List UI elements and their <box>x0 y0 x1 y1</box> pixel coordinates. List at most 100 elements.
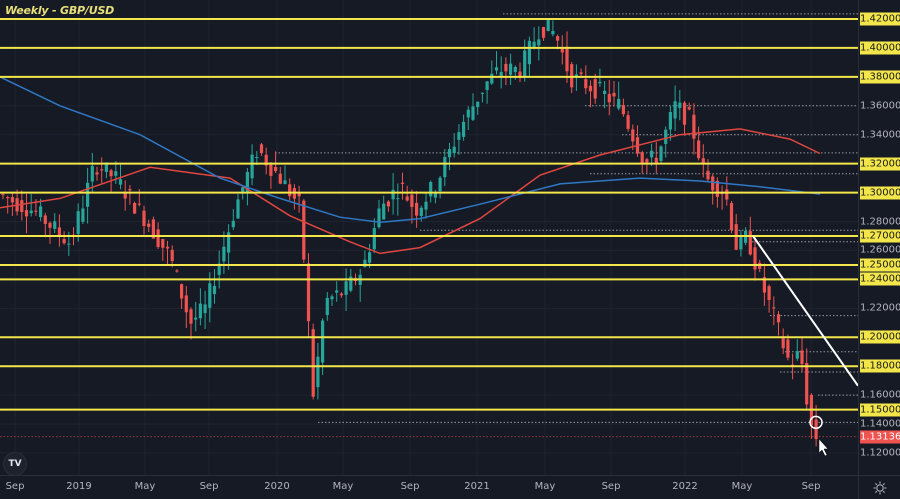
candle-bear <box>20 200 24 212</box>
candle-bear <box>588 85 593 92</box>
candle-bull <box>678 102 682 108</box>
candle-bear <box>189 309 193 324</box>
candle-bear <box>156 229 160 248</box>
candle-bear <box>10 197 14 203</box>
time-axis-label: Sep <box>801 481 821 492</box>
candle-bear <box>560 47 564 53</box>
candle-bear <box>682 102 687 125</box>
candle-bull <box>523 50 527 78</box>
cursor-arrow-icon <box>818 438 829 457</box>
candle-bear <box>288 184 292 197</box>
candle-bull <box>198 303 202 319</box>
price-axis[interactable]: 1.42000 1.40000 1.38000 1.36000 1.34000 1.320… <box>858 0 900 475</box>
candle-bear <box>626 115 630 129</box>
candle-bull <box>537 39 541 46</box>
candle-bull <box>532 41 536 48</box>
candle-bull <box>617 98 621 109</box>
time-axis-label: May <box>731 481 753 492</box>
candle-bear <box>715 180 719 197</box>
candle-bear <box>415 202 419 216</box>
candle-bull <box>194 317 198 320</box>
candle-bear <box>748 231 752 255</box>
candle-bear <box>170 249 174 262</box>
candle-bear <box>264 154 268 166</box>
candle-bear <box>772 307 776 309</box>
candle-bear <box>729 203 734 231</box>
candle-bull <box>673 101 677 119</box>
candle-bull <box>241 187 245 193</box>
candle-bull <box>81 208 85 222</box>
time-axis[interactable]: Sep 2019 May Sep 2020 May Sep 2021 May Sep 2022 May… <box>0 475 858 499</box>
candle-bull <box>650 150 654 158</box>
candle-bull <box>659 146 663 161</box>
price-axis-label: 1.16000 <box>860 389 900 401</box>
candle-bull <box>236 199 240 219</box>
candle-bull <box>377 208 381 228</box>
candle-bear <box>645 159 649 163</box>
candle-bull <box>212 285 217 295</box>
candle-bear <box>687 107 691 110</box>
price-axis-label: 1.28000 <box>860 216 900 228</box>
time-axis-label: 2019 <box>66 481 92 492</box>
price-axis-label: 1.15000 <box>860 403 900 417</box>
candle-bull <box>208 283 212 308</box>
candle-bear <box>631 129 635 142</box>
candle-bear <box>1 194 5 196</box>
candle-bear <box>386 201 390 207</box>
candle-bear <box>621 105 625 115</box>
candle-bull <box>447 149 452 158</box>
candle-bear <box>593 79 597 99</box>
candle-bear <box>184 295 188 313</box>
candle-bull <box>231 220 235 228</box>
candle-bear <box>640 152 644 164</box>
price-axis-label: 1.26000 <box>860 244 900 256</box>
price-chart-canvas[interactable] <box>0 0 859 475</box>
settings-button[interactable] <box>858 475 900 499</box>
moving-average-fast-line <box>0 128 821 255</box>
candle-bull <box>325 297 329 316</box>
candle-bull <box>471 106 475 120</box>
candle-bear <box>180 284 184 299</box>
candle-bull <box>283 180 287 184</box>
candle-bear <box>128 188 132 191</box>
price-axis-label: 1.34000 <box>860 129 900 141</box>
candle-bull <box>53 221 57 229</box>
candle-bear <box>302 200 306 260</box>
price-axis-label: 1.38000 <box>860 70 900 84</box>
chart-title: Weekly - GBP/USD <box>5 4 115 17</box>
candle-bear <box>786 339 790 358</box>
candle-bear <box>165 246 170 249</box>
candle-bear <box>269 163 273 176</box>
candle-bull <box>67 243 71 245</box>
trendline <box>752 235 859 387</box>
candle-bull <box>114 171 118 176</box>
candle-bear <box>706 170 710 180</box>
candle-bear <box>570 64 574 88</box>
candle-bear <box>654 157 658 165</box>
tradingview-logo-icon[interactable]: TV <box>3 452 27 476</box>
candle-bear <box>278 173 282 184</box>
price-axis-label: 1.42000 <box>860 12 900 26</box>
candle-bull <box>391 189 395 200</box>
price-axis-label: 1.22000 <box>860 302 900 314</box>
time-axis-label: May <box>534 481 556 492</box>
candle-bull <box>598 81 602 84</box>
candle-bear <box>697 140 701 159</box>
candle-bear <box>692 114 696 139</box>
candle-bear <box>607 93 611 103</box>
candle-bull <box>90 165 94 182</box>
candle-bear <box>306 263 311 322</box>
candle-bull <box>104 162 108 172</box>
candle-bull <box>546 19 550 31</box>
time-axis-label: May <box>134 481 156 492</box>
time-axis-label: 2022 <box>672 481 698 492</box>
candle-bear <box>24 210 29 217</box>
candle-bear <box>556 36 560 41</box>
candle-bear <box>711 176 715 191</box>
candle-bull <box>443 156 447 178</box>
candle-bull <box>462 121 466 137</box>
candle-bull <box>344 281 348 295</box>
candle-bull <box>217 263 221 275</box>
chart-plot-area[interactable]: Weekly - GBP/USD TV <box>0 0 859 476</box>
candle-bear <box>142 210 146 226</box>
